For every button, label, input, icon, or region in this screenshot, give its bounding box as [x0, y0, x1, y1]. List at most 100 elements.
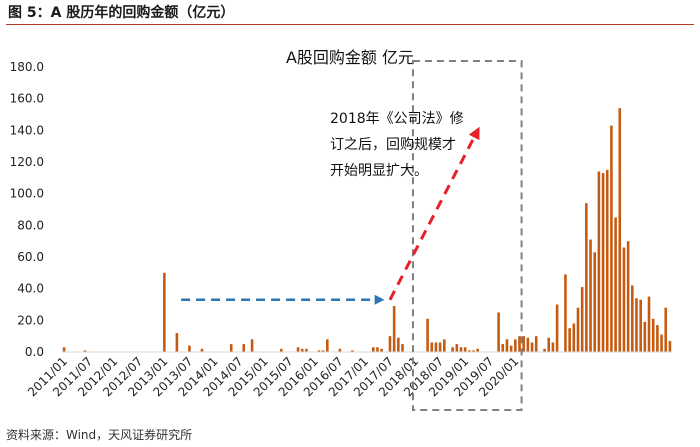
bar	[434, 342, 438, 352]
x-axis: 2011/012011/072012/012012/072013/012013/…	[25, 354, 521, 399]
bar	[401, 344, 404, 352]
bar	[83, 350, 87, 352]
y-tick-label: 180.0	[10, 60, 44, 74]
bar	[626, 241, 630, 352]
bar	[526, 337, 530, 352]
bar	[647, 296, 651, 352]
y-tick-label: 140.0	[10, 123, 44, 137]
y-tick-label: 160.0	[10, 92, 44, 106]
bar	[472, 350, 475, 352]
bar	[438, 342, 442, 352]
bar	[392, 306, 396, 352]
bar	[62, 347, 66, 352]
bar	[326, 339, 329, 352]
bar	[605, 169, 609, 352]
bar	[175, 333, 179, 352]
bar	[163, 272, 166, 352]
bar	[551, 342, 555, 352]
y-tick-label: 60.0	[17, 250, 44, 264]
bar	[530, 342, 534, 352]
bar	[543, 348, 546, 352]
bar	[555, 304, 559, 352]
bar	[280, 348, 283, 352]
bar	[188, 345, 191, 352]
bar	[300, 348, 304, 352]
bar	[610, 125, 613, 352]
bar	[518, 336, 521, 352]
annotation-text: 2018年《公司法》修	[330, 111, 464, 127]
bar	[376, 347, 379, 352]
bar	[321, 350, 325, 352]
bar	[614, 217, 617, 352]
bar	[468, 350, 471, 352]
bar	[505, 339, 509, 352]
y-tick-label: 120.0	[10, 155, 44, 169]
y-axis: 0.0 20.0 40.0 60.0 80.0 100.0 120.0 140.0 160.0 1…	[10, 60, 44, 359]
bar	[317, 350, 321, 352]
bar	[426, 318, 429, 352]
bar	[451, 347, 454, 352]
y-tick-label: 20.0	[17, 313, 44, 327]
bar	[589, 239, 592, 352]
bar	[572, 323, 576, 352]
rising-trend-arrow	[388, 126, 480, 301]
bar	[430, 342, 434, 352]
bar	[296, 347, 300, 352]
bar	[631, 285, 634, 352]
bar	[576, 307, 580, 352]
title-divider	[6, 24, 694, 25]
bar	[459, 347, 463, 352]
bar	[522, 336, 525, 352]
bar	[635, 298, 638, 352]
highlight-box	[411, 60, 523, 411]
bar	[250, 339, 254, 352]
bar	[597, 171, 601, 352]
bar	[643, 321, 647, 352]
bar	[514, 339, 517, 352]
bar	[534, 336, 538, 352]
bar	[388, 336, 392, 352]
bar	[476, 348, 480, 352]
y-tick-label: 80.0	[17, 218, 44, 232]
bar	[463, 347, 467, 352]
bar	[200, 348, 204, 352]
y-tick-label: 40.0	[17, 282, 44, 296]
bar	[660, 334, 663, 352]
bar	[455, 344, 459, 352]
bar	[442, 339, 446, 352]
bar	[564, 274, 567, 352]
bar	[618, 108, 622, 353]
y-tick-label: 100.0	[10, 187, 44, 201]
bar	[664, 307, 668, 352]
figure-title: 图 5：A 股历年的回购金额（亿元）	[8, 5, 235, 21]
annotation-text: 开始明显扩大。	[330, 163, 428, 179]
bar	[242, 344, 246, 352]
bar	[371, 347, 375, 352]
bar	[651, 318, 655, 352]
bar	[305, 348, 308, 352]
source-note: 资料来源：Wind，天风证券研究所	[6, 428, 193, 442]
y-tick-label: 0.0	[25, 345, 44, 359]
bar	[668, 340, 672, 352]
bar	[568, 328, 571, 352]
bar	[585, 203, 588, 352]
bar	[639, 299, 642, 352]
bar	[351, 350, 354, 352]
bar	[622, 247, 626, 352]
bar	[397, 337, 400, 352]
bar	[338, 348, 342, 352]
bar	[601, 173, 605, 352]
bar	[501, 344, 505, 352]
chart-title: A股回购金额 亿元	[286, 48, 414, 67]
bar	[380, 348, 383, 352]
bar	[580, 287, 584, 352]
bar	[547, 337, 551, 352]
bar	[509, 345, 513, 352]
bar	[497, 312, 500, 352]
annotation-text: 订之后，回购规模才	[330, 137, 456, 153]
bar-series	[62, 108, 672, 353]
bar	[593, 252, 597, 352]
bar	[229, 344, 233, 352]
